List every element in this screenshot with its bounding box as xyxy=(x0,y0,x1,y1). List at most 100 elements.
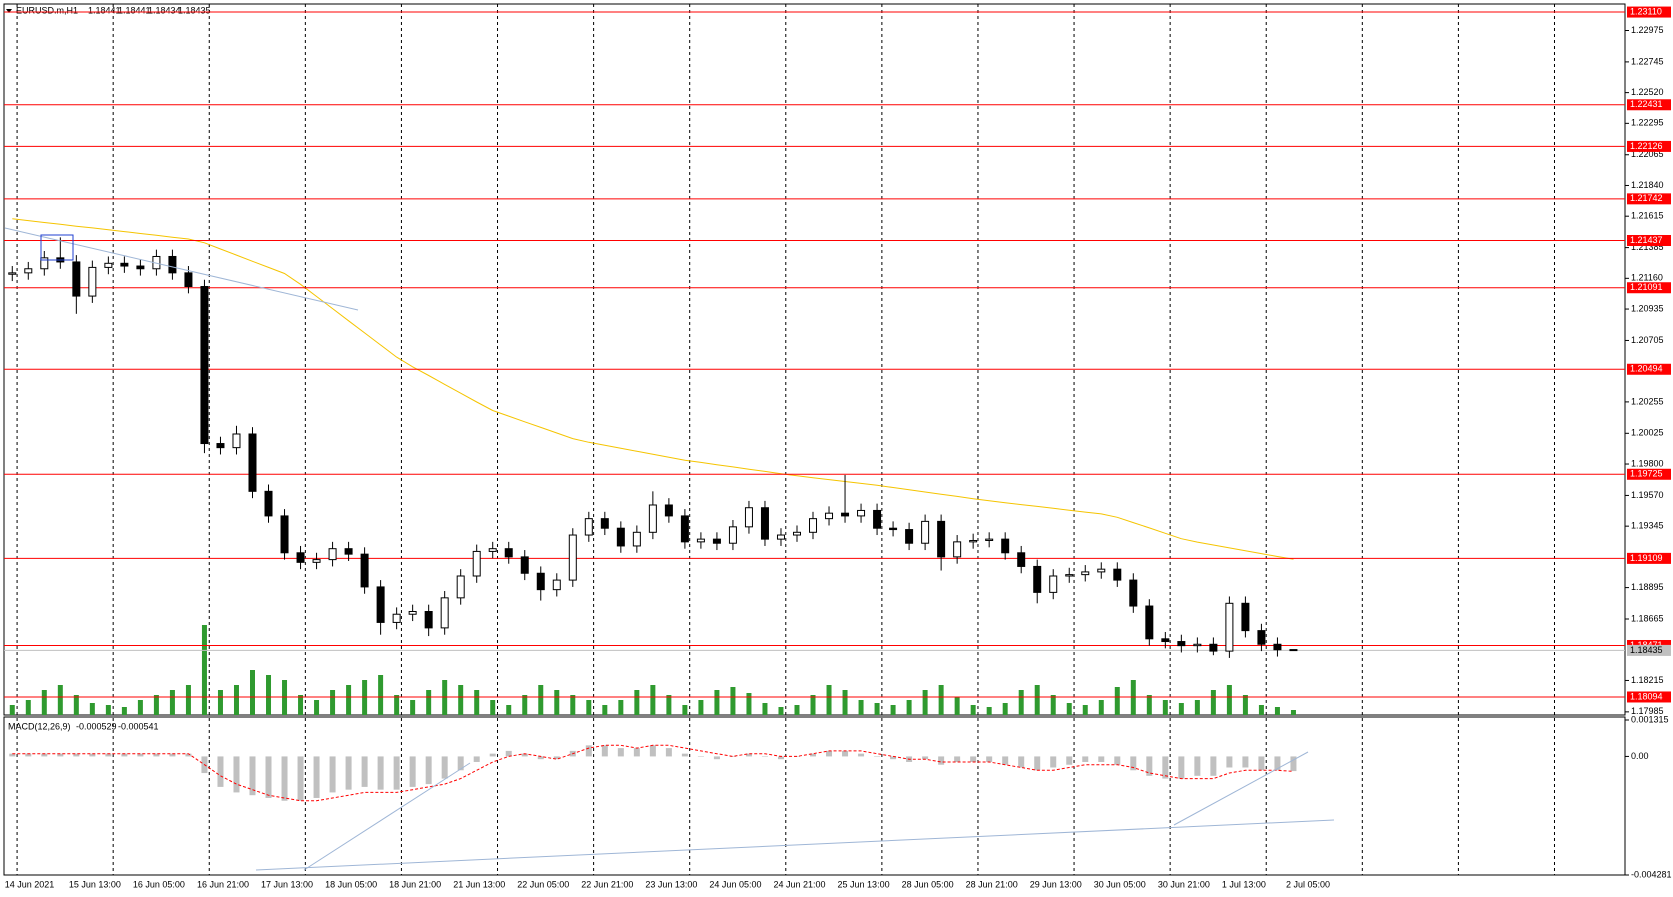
candle-body xyxy=(24,268,33,274)
rectangle-drawing xyxy=(40,234,74,261)
macd-bar xyxy=(1098,756,1105,762)
macd-bar xyxy=(25,753,32,757)
macd-bar xyxy=(41,753,48,757)
level-label: 1.19725 xyxy=(1630,469,1663,479)
macd-bar xyxy=(1178,756,1185,779)
volume-bar xyxy=(954,697,960,715)
macd-bar xyxy=(489,753,496,757)
candle-body xyxy=(1033,565,1042,593)
level-label: 1.21742 xyxy=(1630,193,1663,203)
macd-bar xyxy=(377,756,384,790)
level-label-box xyxy=(1627,468,1671,480)
macd-bar xyxy=(1066,756,1073,765)
volume-bar xyxy=(666,695,672,715)
candle-body xyxy=(104,262,113,268)
volume-bar xyxy=(394,695,400,715)
level-label-box xyxy=(1627,99,1671,111)
macd-bar xyxy=(1034,756,1041,771)
macd-bar xyxy=(842,750,849,757)
volume-bar xyxy=(1034,685,1040,715)
macd-bar xyxy=(169,753,176,757)
volume-bar xyxy=(121,707,127,715)
volume-bar xyxy=(538,685,544,715)
volume-bar xyxy=(1162,700,1168,715)
candle-body xyxy=(985,538,994,541)
volume-bar xyxy=(874,703,880,715)
volume-bar xyxy=(474,690,480,715)
x-tick-label: 28 Jun 21:00 xyxy=(966,879,1018,889)
macd-bar xyxy=(601,745,608,757)
macd-y-tick-label: 0.001315 xyxy=(1631,714,1669,724)
macd-trendline xyxy=(303,762,471,871)
macd-signal xyxy=(12,744,1294,802)
x-tick-label: 25 Jun 13:00 xyxy=(838,879,890,889)
candle-body xyxy=(232,433,241,449)
volume-bar xyxy=(249,670,255,715)
candle-body xyxy=(200,286,209,445)
volume-bar xyxy=(346,685,352,715)
volume-bar xyxy=(1066,703,1072,715)
y-tick-label: 1.20935 xyxy=(1631,303,1664,313)
candle-body xyxy=(1177,641,1186,647)
candle-body xyxy=(1257,630,1266,645)
volume-bar xyxy=(1194,700,1200,715)
level-label-box xyxy=(1627,234,1671,246)
candle-body xyxy=(857,509,866,517)
volume-bar xyxy=(426,690,432,715)
volume-bar xyxy=(9,705,15,715)
moving-average xyxy=(12,218,1294,560)
candle-body xyxy=(712,538,721,544)
y-tick-label: 1.21160 xyxy=(1631,273,1663,283)
level-label: 1.21091 xyxy=(1630,282,1663,292)
volume-bar xyxy=(490,700,496,715)
plot-layer: 1.22975 1.22745 1.22520 1.22295 1.22065 1.218… xyxy=(4,4,1672,889)
x-tick-label: 16 Jun 05:00 xyxy=(133,879,185,889)
x-tick-label: 15 Jun 13:00 xyxy=(69,879,121,889)
volume-bar xyxy=(233,685,239,715)
macd-bar xyxy=(217,756,224,787)
volume-bar xyxy=(89,703,95,715)
volume-bar xyxy=(794,705,800,715)
candle-body xyxy=(648,504,657,533)
candle-body xyxy=(264,490,273,517)
candle-body xyxy=(392,613,401,623)
macd-panel-frame xyxy=(3,716,1626,876)
macd-bar xyxy=(938,756,945,765)
candle-body xyxy=(889,527,898,531)
candle-body xyxy=(1113,568,1122,581)
volume-bar xyxy=(1210,690,1216,715)
level-label-box xyxy=(1627,552,1671,564)
candle-body xyxy=(1049,575,1058,593)
macd-bar xyxy=(1162,756,1169,779)
volume-bar xyxy=(986,707,992,715)
volume-bar xyxy=(137,700,143,715)
level-label: 1.23110 xyxy=(1630,6,1662,16)
level-label: 1.22126 xyxy=(1630,141,1663,151)
volume-bar xyxy=(634,690,640,715)
candle-body xyxy=(696,538,705,543)
candle-body xyxy=(1001,538,1010,554)
volume-bar xyxy=(618,700,624,715)
macd-bar xyxy=(585,745,592,757)
volume-bar xyxy=(698,700,704,715)
macd-bar xyxy=(826,750,833,757)
macd-bar xyxy=(1146,756,1153,776)
candle-body xyxy=(953,541,962,558)
candle-body xyxy=(616,527,625,547)
macd-bar xyxy=(617,748,624,757)
macd-bar xyxy=(393,756,400,790)
volume-bar xyxy=(1274,707,1280,715)
y-tick-label: 1.17985 xyxy=(1631,706,1664,716)
volume-bar xyxy=(1114,687,1120,715)
candle-body xyxy=(1273,643,1282,651)
candle-body xyxy=(680,515,689,543)
level-label: 1.18094 xyxy=(1630,691,1663,701)
candle-body xyxy=(1081,571,1090,576)
macd-bar xyxy=(1210,756,1217,776)
macd-bar xyxy=(153,753,160,757)
macd-title: MACD(12,26,9) xyxy=(8,721,71,731)
volume-bar xyxy=(826,685,832,715)
volume-bar xyxy=(1018,690,1024,715)
candle-body xyxy=(1129,579,1138,607)
